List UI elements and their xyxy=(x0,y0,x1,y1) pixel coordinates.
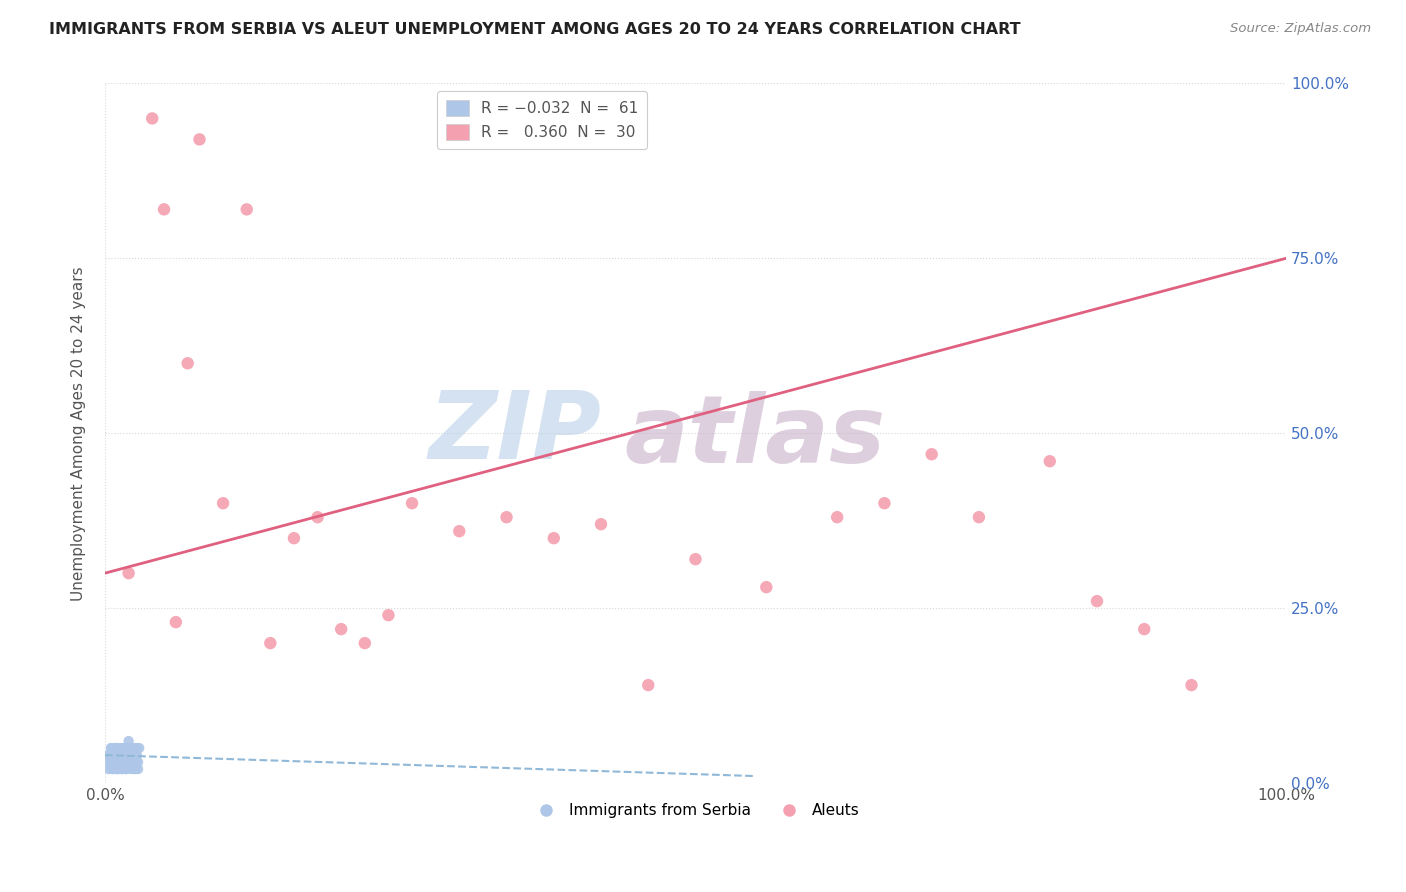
Point xyxy=(108,755,131,769)
Point xyxy=(353,636,375,650)
Point xyxy=(1180,678,1202,692)
Point xyxy=(100,747,122,762)
Point xyxy=(118,747,141,762)
Point xyxy=(307,510,329,524)
Point xyxy=(124,747,146,762)
Text: atlas: atlas xyxy=(624,391,886,483)
Point xyxy=(112,755,135,769)
Point xyxy=(1039,454,1062,468)
Point xyxy=(110,755,132,769)
Point xyxy=(120,762,142,776)
Point xyxy=(117,566,139,581)
Point xyxy=(755,580,778,594)
Point xyxy=(125,762,148,776)
Point xyxy=(101,762,124,776)
Point xyxy=(110,755,132,769)
Point xyxy=(127,762,149,776)
Point xyxy=(100,755,122,769)
Point xyxy=(283,531,305,545)
Point xyxy=(107,762,129,776)
Point xyxy=(117,755,139,769)
Point xyxy=(117,747,139,762)
Point xyxy=(110,762,132,776)
Point xyxy=(105,762,128,776)
Point xyxy=(637,678,659,692)
Point xyxy=(235,202,257,217)
Point xyxy=(111,762,134,776)
Point xyxy=(121,747,143,762)
Point xyxy=(121,741,143,756)
Point xyxy=(117,755,139,769)
Point xyxy=(103,755,125,769)
Point xyxy=(127,755,149,769)
Point xyxy=(967,510,990,524)
Point xyxy=(98,747,121,762)
Point xyxy=(103,747,125,762)
Point xyxy=(495,510,517,524)
Point xyxy=(873,496,896,510)
Point xyxy=(141,112,163,126)
Point xyxy=(97,747,120,762)
Point xyxy=(98,755,121,769)
Point xyxy=(449,524,471,538)
Text: ZIP: ZIP xyxy=(427,387,600,479)
Point xyxy=(105,741,128,756)
Point xyxy=(105,741,128,756)
Point xyxy=(124,741,146,756)
Legend: Immigrants from Serbia, Aleuts: Immigrants from Serbia, Aleuts xyxy=(524,797,866,824)
Point xyxy=(105,762,128,776)
Point xyxy=(111,741,134,756)
Point xyxy=(125,747,148,762)
Point xyxy=(108,747,131,762)
Point xyxy=(543,531,565,545)
Point xyxy=(685,552,707,566)
Point xyxy=(97,762,120,776)
Point xyxy=(103,747,125,762)
Point xyxy=(120,755,142,769)
Point xyxy=(122,755,145,769)
Point xyxy=(401,496,423,510)
Y-axis label: Unemployment Among Ages 20 to 24 years: Unemployment Among Ages 20 to 24 years xyxy=(72,266,86,600)
Point xyxy=(117,734,139,748)
Point xyxy=(104,755,127,769)
Point xyxy=(1133,622,1156,636)
Point xyxy=(104,741,127,756)
Point xyxy=(825,510,848,524)
Point xyxy=(259,636,281,650)
Point xyxy=(921,447,943,461)
Point xyxy=(101,741,124,756)
Point xyxy=(1085,594,1108,608)
Point xyxy=(118,741,141,756)
Point xyxy=(124,762,146,776)
Point xyxy=(117,747,139,762)
Point xyxy=(176,356,198,370)
Point xyxy=(107,747,129,762)
Point xyxy=(103,762,125,776)
Point xyxy=(165,615,187,629)
Point xyxy=(100,741,122,756)
Point xyxy=(115,741,138,756)
Point xyxy=(115,762,138,776)
Point xyxy=(330,622,353,636)
Point xyxy=(111,747,134,762)
Point xyxy=(128,741,150,756)
Point xyxy=(110,741,132,756)
Text: IMMIGRANTS FROM SERBIA VS ALEUT UNEMPLOYMENT AMONG AGES 20 TO 24 YEARS CORRELATI: IMMIGRANTS FROM SERBIA VS ALEUT UNEMPLOY… xyxy=(49,22,1021,37)
Point xyxy=(153,202,176,217)
Point xyxy=(103,755,125,769)
Point xyxy=(125,741,148,756)
Point xyxy=(125,755,148,769)
Point xyxy=(114,755,136,769)
Point xyxy=(115,762,138,776)
Point xyxy=(108,747,131,762)
Point xyxy=(377,608,399,623)
Point xyxy=(188,132,211,146)
Point xyxy=(212,496,235,510)
Point xyxy=(114,741,136,756)
Text: Source: ZipAtlas.com: Source: ZipAtlas.com xyxy=(1230,22,1371,36)
Point xyxy=(589,517,612,532)
Point xyxy=(112,747,135,762)
